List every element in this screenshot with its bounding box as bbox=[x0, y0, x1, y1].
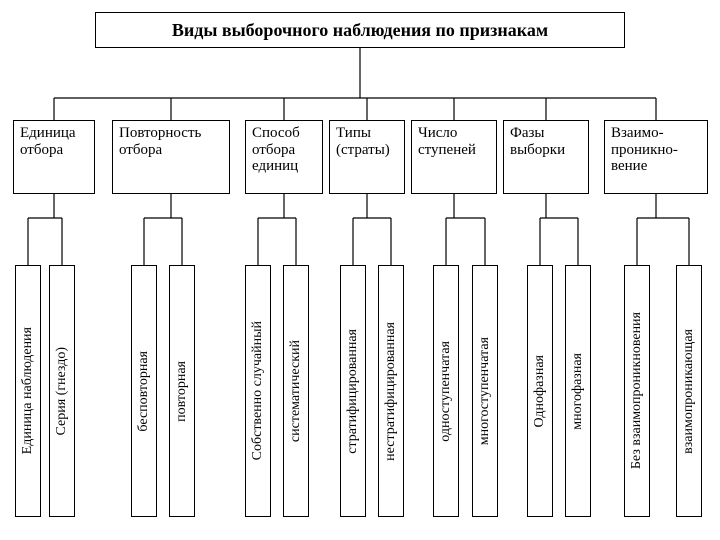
diagram-stage: Виды выборочного наблюдения по признакам… bbox=[0, 0, 720, 540]
leaf-label: систематический bbox=[288, 340, 304, 442]
leaf-random: Собственно случайный bbox=[245, 265, 271, 517]
category-unit: Единица отбора bbox=[13, 120, 95, 194]
diagram-title: Виды выборочного наблюдения по признакам bbox=[95, 12, 625, 48]
leaf-multi-stage: многоступенчатая bbox=[472, 265, 498, 517]
leaf-label: многоступенчатая bbox=[477, 337, 493, 445]
leaf-label: стратифицированная bbox=[345, 329, 361, 454]
leaf-label: Собственно случайный bbox=[250, 321, 266, 460]
category-label: Фазы выборки bbox=[510, 125, 565, 158]
leaf-series: Серия (гнездо) bbox=[49, 265, 75, 517]
leaf-label: Без взаимопроникновения bbox=[629, 312, 645, 469]
leaf-obs-unit: Единица наблюдения bbox=[15, 265, 41, 517]
category-label: Типы (страты) bbox=[336, 125, 390, 158]
leaf-label: взаимопроникающая bbox=[681, 329, 697, 454]
leaf-label: Однофазная bbox=[532, 355, 548, 428]
leaf-label: многофазная bbox=[570, 353, 586, 430]
category-label: Единица отбора bbox=[20, 125, 76, 158]
category-label: Повторность отбора bbox=[119, 125, 201, 158]
leaf-label: нестратифицированная bbox=[383, 322, 399, 461]
leaf-multi-phase: многофазная bbox=[565, 265, 591, 517]
leaf-one-phase: Однофазная bbox=[527, 265, 553, 517]
category-types: Типы (страты) bbox=[329, 120, 405, 194]
leaf-label: Единица наблюдения bbox=[20, 327, 36, 454]
category-repeat: Повторность отбора bbox=[112, 120, 230, 194]
leaf-penetr: взаимопроникающая bbox=[676, 265, 702, 517]
category-inter: Взаимо- проникно- вение bbox=[604, 120, 708, 194]
leaf-one-stage: одноступенчатая bbox=[433, 265, 459, 517]
leaf-repeat-leaf: повторная bbox=[169, 265, 195, 517]
leaf-label: бесповторная bbox=[136, 351, 152, 432]
leaf-stratified: стратифицированная bbox=[340, 265, 366, 517]
leaf-label: одноступенчатая bbox=[438, 341, 454, 442]
leaf-label: повторная bbox=[174, 361, 190, 422]
leaf-no-penetr: Без взаимопроникновения bbox=[624, 265, 650, 517]
leaf-label: Серия (гнездо) bbox=[54, 347, 70, 436]
leaf-nonstratified: нестратифицированная bbox=[378, 265, 404, 517]
leaf-no-repeat: бесповторная bbox=[131, 265, 157, 517]
category-method: Способ отбора единиц bbox=[245, 120, 323, 194]
category-label: Взаимо- проникно- вение bbox=[611, 125, 678, 175]
category-stages: Число ступеней bbox=[411, 120, 497, 194]
leaf-systematic: систематический bbox=[283, 265, 309, 517]
category-phases: Фазы выборки bbox=[503, 120, 589, 194]
category-label: Число ступеней bbox=[418, 125, 476, 158]
category-label: Способ отбора единиц bbox=[252, 125, 300, 175]
